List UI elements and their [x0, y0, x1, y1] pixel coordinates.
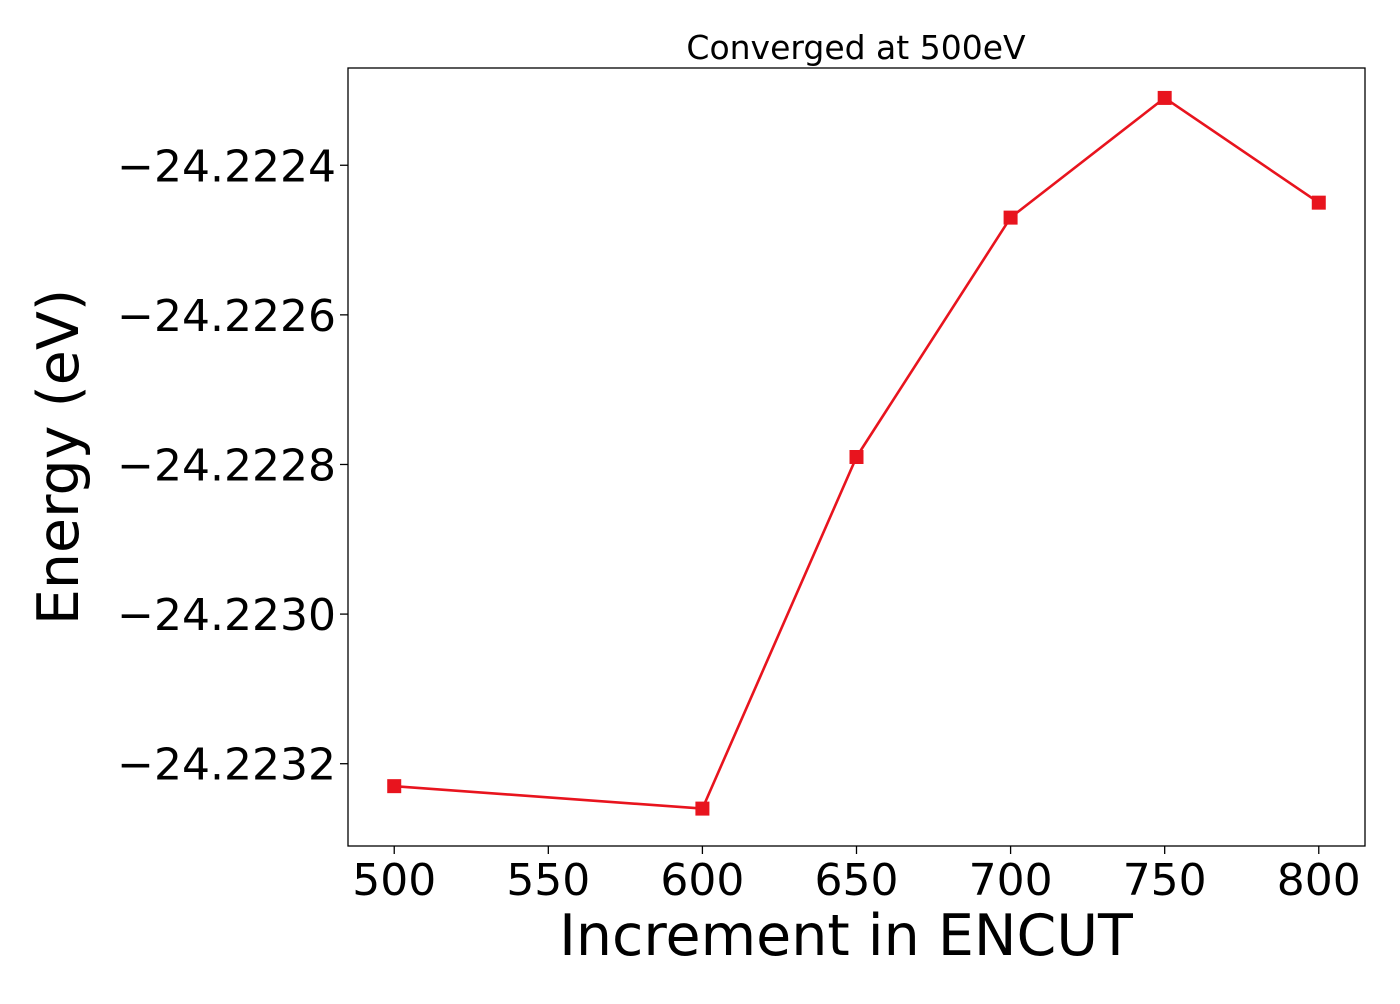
data-point [1157, 90, 1172, 105]
data-point [695, 801, 710, 816]
y-tick-label: −24.2224 [117, 141, 336, 192]
x-tick-label: 550 [506, 855, 590, 906]
series-layer [387, 90, 1326, 816]
x-axis: 500 550 600 650 700 750 800 [352, 846, 1361, 906]
data-point [849, 450, 864, 464]
y-tick-label: −24.2232 [117, 740, 336, 791]
y-tick-label: −24.2228 [117, 440, 336, 491]
x-axis-label: Increment in ENCUT [559, 903, 1133, 969]
x-tick-label: 750 [1123, 855, 1207, 906]
data-point [1311, 195, 1326, 210]
chart-title: Converged at 500eV [686, 28, 1026, 67]
y-tick-label: −24.2230 [117, 590, 336, 641]
y-tick-label: −24.2226 [117, 291, 336, 342]
data-point [387, 779, 402, 794]
x-tick-label: 700 [969, 855, 1053, 906]
x-tick-label: 600 [660, 855, 744, 906]
data-point [1003, 210, 1018, 225]
series-line [394, 96, 1320, 810]
y-axis: −24.2224 −24.2226 −24.2228 −24.2230 −24.2232 [117, 141, 348, 791]
x-tick-label: 800 [1277, 855, 1361, 906]
x-tick-label: 500 [352, 855, 436, 906]
y-axis-label: Energy (eV) [26, 289, 92, 625]
x-tick-label: 650 [815, 855, 899, 906]
